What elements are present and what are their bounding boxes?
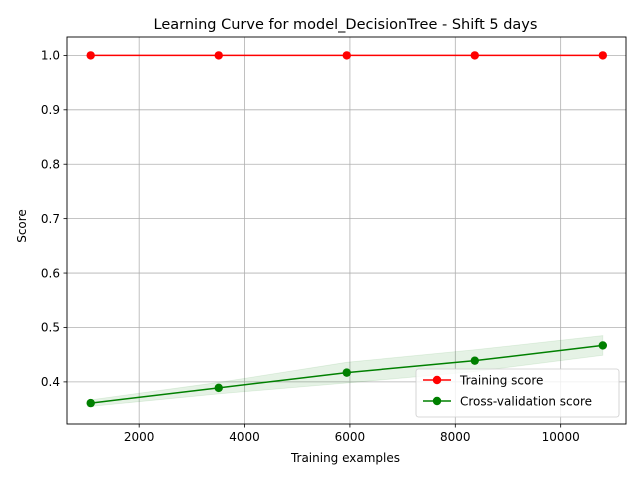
x-tick-label: 10000	[542, 430, 580, 444]
x-axis-label: Training examples	[290, 451, 400, 465]
data-point	[342, 51, 351, 60]
grid	[67, 37, 626, 424]
x-tick-label: 6000	[335, 430, 366, 444]
legend-label: Cross-validation score	[460, 394, 592, 408]
legend-swatch-marker	[432, 375, 442, 385]
x-tick-label: 8000	[440, 430, 471, 444]
legend-label: Training score	[459, 373, 543, 387]
y-tick-label: 0.7	[41, 212, 60, 226]
legend-swatch-marker	[432, 396, 442, 406]
data-point	[86, 51, 95, 60]
data-point	[598, 341, 608, 350]
y-tick-label: 0.5	[41, 321, 60, 335]
y-tick-label: 0.4	[41, 375, 60, 389]
data-point	[470, 356, 479, 365]
y-tick-label: 0.9	[41, 103, 60, 117]
chart-title: Learning Curve for model_DecisionTree - …	[154, 17, 538, 33]
data-point	[86, 398, 95, 408]
plot-area-frame	[66, 36, 627, 425]
data-point	[214, 51, 223, 60]
legend-box	[415, 368, 620, 418]
legend: Training score Cross-validation score	[415, 368, 620, 418]
y-axis-label: Score	[15, 209, 29, 243]
data-point	[470, 51, 479, 60]
axis-ticks: 2000 4000 6000 8000 10000 0.4 0.5 0.6 0.7 0.8 0.9 1…	[41, 49, 580, 444]
x-tick-label: 4000	[229, 430, 260, 444]
y-tick-label: 1.0	[41, 49, 60, 63]
data-point	[214, 383, 223, 393]
series-lines	[86, 51, 608, 408]
y-tick-label: 0.8	[41, 157, 60, 171]
data-point	[598, 51, 608, 60]
data-point	[342, 368, 351, 377]
x-tick-label: 2000	[124, 430, 155, 444]
y-tick-label: 0.6	[41, 266, 60, 280]
